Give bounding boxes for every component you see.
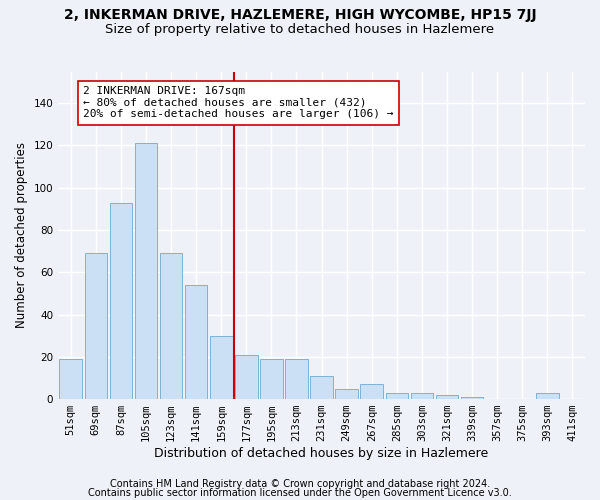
Bar [386,392,408,399]
Text: Contains public sector information licensed under the Open Government Licence v3: Contains public sector information licen… [88,488,512,498]
Bar [134,144,157,399]
Bar [536,392,559,399]
Bar [235,354,257,399]
Bar [361,384,383,399]
Bar [410,392,433,399]
Bar [335,388,358,399]
Bar [436,395,458,399]
Bar [461,397,484,399]
Text: 2, INKERMAN DRIVE, HAZLEMERE, HIGH WYCOMBE, HP15 7JJ: 2, INKERMAN DRIVE, HAZLEMERE, HIGH WYCOM… [64,8,536,22]
Bar [285,359,308,399]
Text: Contains HM Land Registry data © Crown copyright and database right 2024.: Contains HM Land Registry data © Crown c… [110,479,490,489]
Bar [110,202,132,399]
Bar [310,376,333,399]
Bar [185,285,208,399]
Y-axis label: Number of detached properties: Number of detached properties [15,142,28,328]
Bar [85,254,107,399]
Bar [210,336,233,399]
Text: 2 INKERMAN DRIVE: 167sqm
← 80% of detached houses are smaller (432)
20% of semi-: 2 INKERMAN DRIVE: 167sqm ← 80% of detach… [83,86,394,120]
X-axis label: Distribution of detached houses by size in Hazlemere: Distribution of detached houses by size … [154,447,489,460]
Bar [59,359,82,399]
Bar [160,254,182,399]
Text: Size of property relative to detached houses in Hazlemere: Size of property relative to detached ho… [106,22,494,36]
Bar [260,359,283,399]
